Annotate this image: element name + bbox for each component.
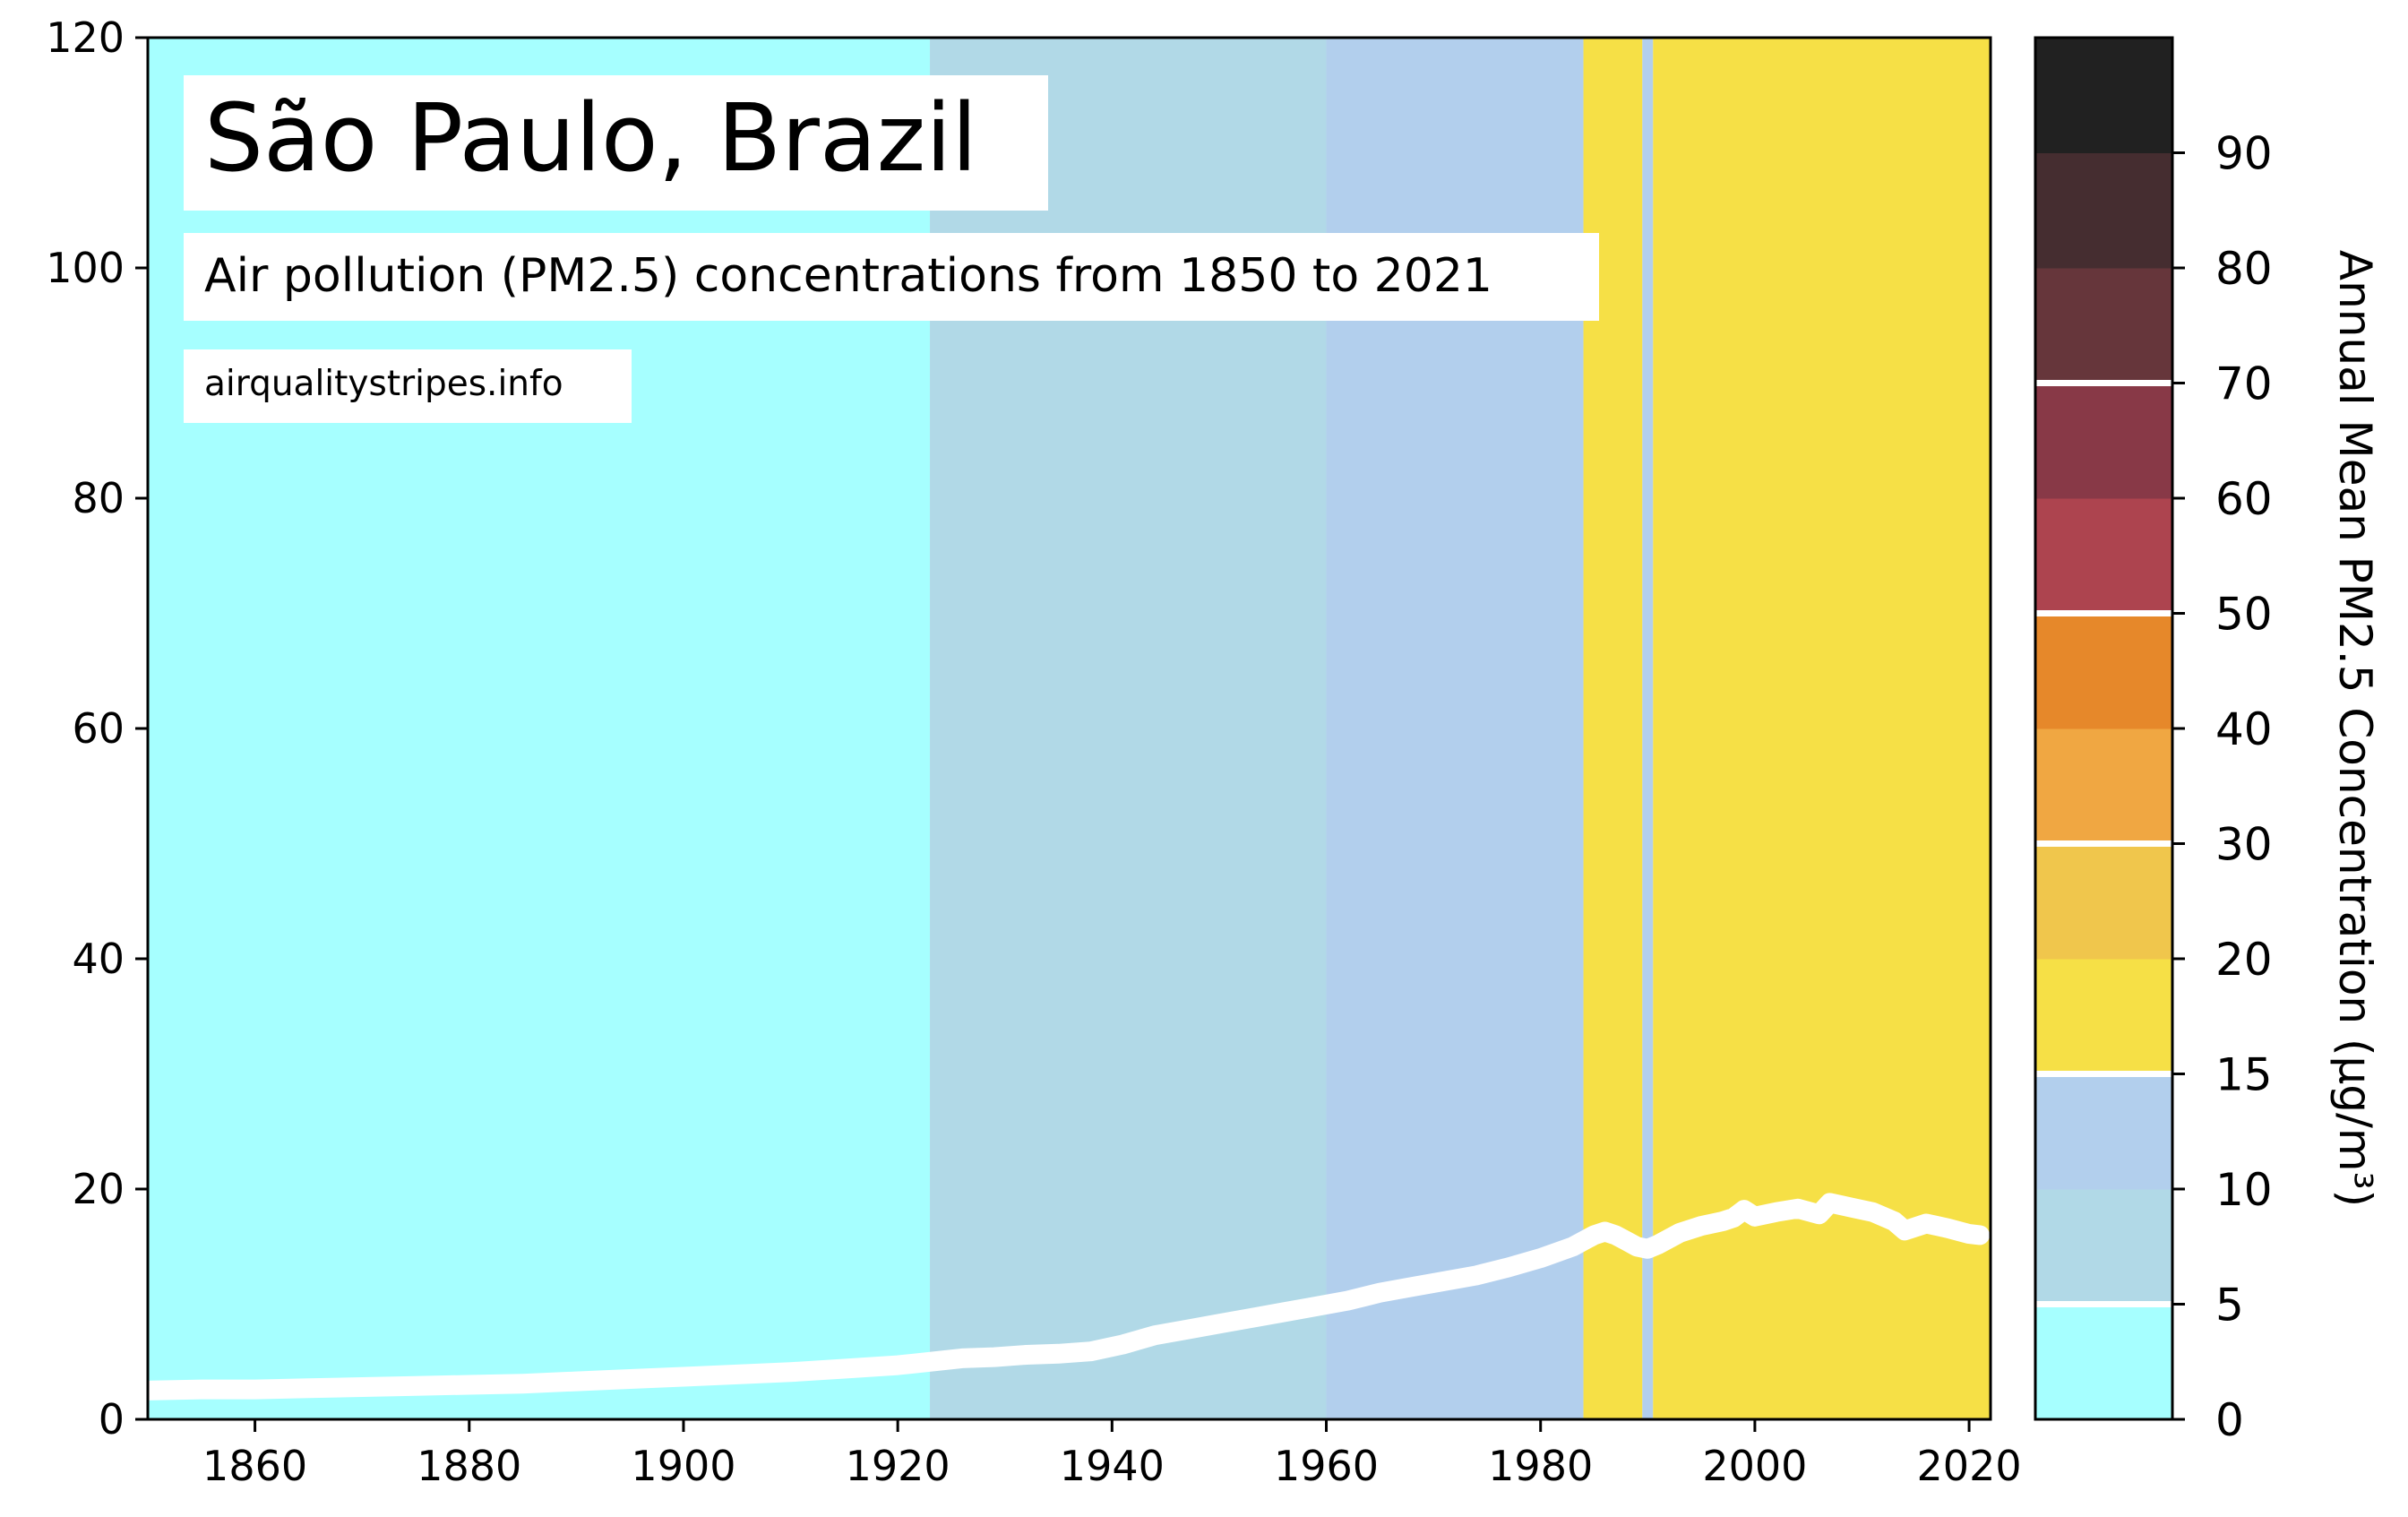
colorbar-tick-label: 80	[2215, 243, 2273, 295]
colorbar-segment-6	[2035, 613, 2172, 729]
colorbar-ticks: 0 5 10 15 20 30 40 50 60 70 80 90	[2172, 128, 2273, 1446]
colorbar-tick-label: 0	[2215, 1394, 2244, 1446]
colorbar-segment-3	[2035, 959, 2172, 1074]
y-tick-label: 120	[46, 13, 125, 62]
x-tick-label: 1900	[631, 1442, 735, 1490]
colorbar	[2035, 38, 2172, 1420]
colorbar-tick-label: 10	[2215, 1164, 2273, 1216]
y-axis: 0 20 40 60 80 100 120	[46, 13, 148, 1444]
colorbar-segment-11	[2035, 38, 2172, 153]
pm25-series-line	[138, 1193, 1990, 1401]
colorbar-segment-8	[2035, 383, 2172, 499]
x-axis: 1860 1880 1900 1920 1940 1960 1980 2000 2020	[202, 1419, 2022, 1490]
x-tick-label: 1880	[417, 1442, 521, 1490]
colorbar-tick-label: 15	[2215, 1049, 2273, 1101]
colorbar-segment-5	[2035, 728, 2172, 844]
colorbar-tick-label: 40	[2215, 703, 2273, 755]
background-stripe-5	[1653, 38, 1991, 1419]
chart-subtitle: Air pollution (PM2.5) concentrations fro…	[204, 249, 1492, 303]
colorbar-segment-4	[2035, 843, 2172, 960]
colorbar-tick-label: 20	[2215, 934, 2273, 986]
colorbar-tick-label: 30	[2215, 819, 2273, 871]
colorbar-tick-label: 60	[2215, 473, 2273, 525]
x-tick-label: 1940	[1060, 1442, 1165, 1490]
colorbar-tick-label: 70	[2215, 358, 2273, 410]
colorbar-tick-label: 5	[2215, 1280, 2244, 1332]
subtitle-box: Air pollution (PM2.5) concentrations fro…	[184, 233, 1599, 321]
y-tick-label: 0	[99, 1395, 125, 1444]
source-box: airqualitystripes.info	[184, 349, 632, 423]
colorbar-segment-7	[2035, 498, 2172, 614]
y-tick-label: 100	[46, 244, 125, 292]
title-box: São Paulo, Brazil	[184, 75, 1048, 211]
x-tick-label: 1860	[202, 1442, 307, 1490]
colorbar-segment-10	[2035, 152, 2172, 269]
colorbar-label: Annual Mean PM2.5 Concentration (µg/m³)	[2329, 250, 2381, 1207]
colorbar-tick-label: 90	[2215, 128, 2273, 180]
x-tick-label: 1960	[1274, 1442, 1379, 1490]
background-stripe-4	[1642, 38, 1654, 1419]
colorbar-segment-2	[2035, 1073, 2172, 1190]
y-tick-label: 40	[72, 935, 125, 983]
x-tick-label: 2000	[1702, 1442, 1807, 1490]
x-tick-label: 1980	[1488, 1442, 1593, 1490]
colorbar-tick-label: 50	[2215, 589, 2273, 641]
x-tick-label: 2020	[1917, 1442, 2022, 1490]
chart-title: São Paulo, Brazil	[204, 83, 977, 193]
y-tick-label: 60	[72, 704, 125, 753]
source-label: airqualitystripes.info	[204, 364, 563, 404]
colorbar-segment-9	[2035, 268, 2172, 384]
colorbar-segment-1	[2035, 1189, 2172, 1305]
y-tick-label: 80	[72, 474, 125, 522]
y-tick-label: 20	[72, 1165, 125, 1213]
x-tick-label: 1920	[846, 1442, 950, 1490]
colorbar-segment-0	[2035, 1304, 2172, 1420]
